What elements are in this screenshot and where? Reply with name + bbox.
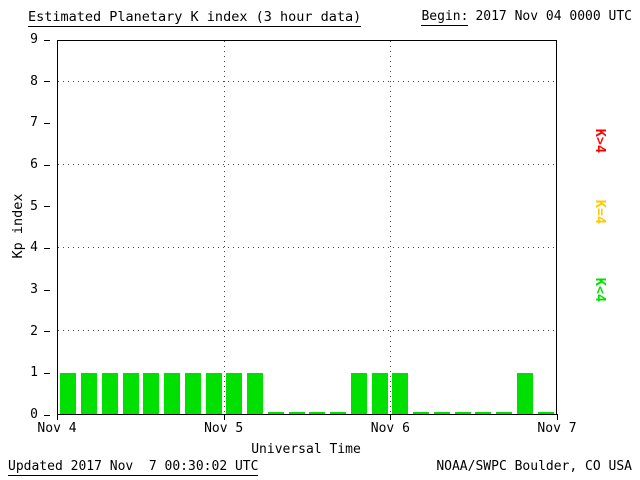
y-tick	[44, 372, 50, 374]
x-tick-label: Nov 5	[204, 421, 244, 436]
gridline-y	[58, 81, 556, 83]
kp-bar	[205, 372, 222, 414]
kp-bar	[309, 412, 326, 414]
begin-label: Begin:	[421, 9, 469, 26]
kp-bar	[143, 372, 160, 414]
bars	[58, 41, 556, 414]
y-tick-label: 7	[30, 115, 38, 131]
x-tick-label: Nov 6	[370, 421, 410, 436]
y-tick	[44, 39, 50, 41]
y-tick-label: 2	[30, 323, 38, 339]
kp-bar	[454, 412, 471, 414]
kp-bar	[413, 412, 429, 414]
y-tick	[44, 122, 50, 124]
kp-bar	[60, 372, 77, 414]
y-tick	[44, 331, 50, 333]
gridline-x	[390, 41, 391, 414]
y-tick-label: 8	[30, 73, 38, 89]
y-tick	[44, 289, 50, 291]
source-attribution: NOAA/SWPC Boulder, CO USA	[436, 459, 632, 474]
plot-area	[57, 40, 557, 415]
kp-bar	[288, 412, 305, 414]
y-tick	[44, 206, 50, 208]
y-axis-labels: 0 1 2 3 4 5 6 7 8 9	[0, 32, 51, 422]
gridline-y	[58, 330, 556, 332]
y-tick	[44, 164, 50, 166]
chart-title: Estimated Planetary K index (3 hour data…	[28, 9, 362, 27]
x-axis-title: Universal Time	[251, 442, 361, 457]
begin-value: 2017 Nov 04 0000 UTC	[475, 9, 632, 24]
kp-bar	[226, 372, 243, 414]
y-tick-label: 0	[30, 407, 38, 422]
y-tick	[44, 414, 50, 416]
y-tick-label: 3	[30, 282, 38, 298]
y-tick-label: 6	[30, 157, 38, 173]
y-tick	[44, 247, 50, 249]
x-tick-label: Nov 4	[37, 421, 77, 436]
legend-k-eq-4: K=4	[592, 199, 608, 225]
x-tick-label: Nov 7	[537, 421, 577, 436]
kp-bar	[330, 412, 346, 414]
kp-bar	[184, 372, 201, 414]
y-tick-label: 4	[30, 240, 38, 256]
kp-bar	[392, 372, 409, 414]
kp-bar	[433, 412, 450, 414]
x-tick	[57, 414, 58, 420]
kp-bar	[164, 372, 180, 414]
updated-timestamp: Updated 2017 Nov 7 00:30:02 UTC	[8, 459, 259, 476]
kp-bar	[122, 372, 139, 414]
x-tick	[390, 414, 392, 420]
gridline-y	[58, 164, 556, 166]
kp-bar	[81, 372, 97, 414]
gridline-y	[58, 247, 556, 249]
kp-bar	[371, 372, 388, 414]
legend-k-lt-4: K<4	[592, 277, 608, 303]
x-axis-labels: Nov 4 Nov 5 Nov 6 Nov 7	[37, 414, 577, 446]
x-tick	[223, 414, 225, 420]
begin-timestamp: Begin: 2017 Nov 04 0000 UTC	[421, 9, 632, 26]
y-tick-label: 1	[30, 365, 38, 381]
kp-bar	[537, 412, 554, 414]
kp-bar	[101, 372, 118, 414]
y-tick-label: 9	[30, 32, 38, 47]
x-tick	[557, 414, 558, 420]
legend-k-gt-4: K>4	[592, 128, 608, 154]
gridline-x	[224, 41, 225, 414]
kp-bar	[475, 412, 492, 414]
kp-bar	[247, 372, 263, 414]
kp-bar	[496, 412, 512, 414]
y-tick-label: 5	[30, 198, 38, 214]
kp-bar	[516, 372, 533, 414]
kp-bar	[267, 412, 284, 414]
kp-bar	[350, 372, 367, 414]
y-tick	[44, 81, 50, 83]
